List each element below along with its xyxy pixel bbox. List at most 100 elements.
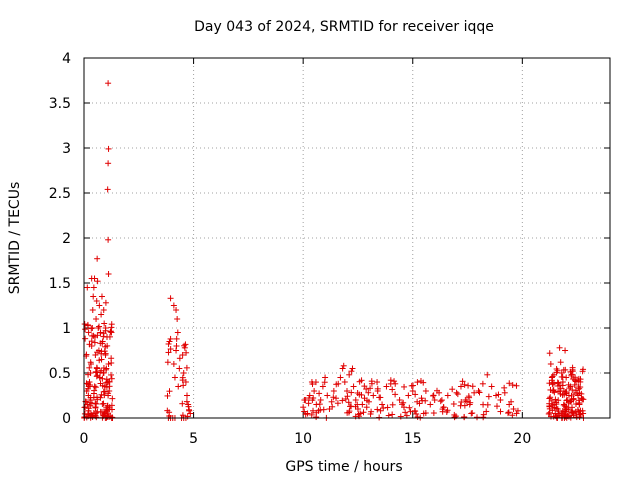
data-point bbox=[412, 391, 419, 398]
data-point bbox=[469, 410, 476, 417]
data-point bbox=[100, 330, 107, 337]
data-point bbox=[413, 410, 420, 417]
data-point bbox=[84, 284, 91, 291]
data-point bbox=[549, 381, 556, 388]
x-tick-label: 15 bbox=[404, 431, 422, 447]
data-point bbox=[88, 275, 95, 282]
y-tick-label: 3 bbox=[62, 141, 71, 157]
data-point bbox=[317, 397, 324, 403]
data-point bbox=[444, 392, 451, 399]
data-point bbox=[570, 376, 577, 383]
data-point bbox=[389, 401, 396, 408]
data-point bbox=[82, 326, 89, 333]
data-point bbox=[92, 368, 99, 375]
data-point bbox=[484, 371, 491, 378]
chart-title: Day 043 of 2024, SRMTID for receiver iqq… bbox=[194, 19, 494, 35]
data-point bbox=[94, 332, 101, 339]
data-point bbox=[439, 408, 446, 415]
data-point bbox=[572, 401, 579, 408]
data-point bbox=[321, 379, 328, 386]
data-point bbox=[401, 383, 408, 390]
data-point bbox=[309, 381, 316, 388]
data-point bbox=[509, 412, 516, 419]
data-point bbox=[89, 307, 96, 313]
data-point bbox=[87, 394, 94, 401]
data-point bbox=[179, 400, 186, 407]
data-point bbox=[546, 395, 553, 402]
data-point bbox=[109, 414, 116, 421]
data-point bbox=[514, 407, 521, 414]
data-point bbox=[400, 399, 407, 406]
data-point bbox=[358, 391, 365, 398]
data-point bbox=[102, 343, 109, 350]
data-point bbox=[183, 398, 190, 405]
data-point bbox=[553, 366, 560, 373]
data-point bbox=[340, 362, 347, 369]
data-point bbox=[509, 382, 516, 389]
data-point bbox=[552, 396, 559, 403]
data-point bbox=[414, 413, 421, 420]
data-point bbox=[548, 377, 555, 384]
data-point bbox=[179, 374, 186, 381]
data-point bbox=[100, 307, 107, 313]
data-point bbox=[173, 307, 180, 313]
data-point bbox=[90, 293, 97, 300]
data-point bbox=[510, 406, 517, 412]
data-point bbox=[475, 388, 482, 394]
y-tick-label: 4 bbox=[62, 51, 71, 67]
data-point bbox=[179, 412, 186, 419]
data-point bbox=[430, 410, 437, 417]
data-point bbox=[554, 379, 561, 386]
data-point bbox=[167, 346, 174, 353]
data-point bbox=[312, 379, 319, 386]
data-point bbox=[81, 404, 88, 411]
data-point bbox=[513, 410, 520, 417]
data-point bbox=[94, 349, 101, 356]
data-point bbox=[93, 410, 100, 417]
data-point bbox=[374, 406, 381, 413]
data-point bbox=[319, 383, 326, 390]
data-point bbox=[300, 404, 307, 411]
data-point bbox=[427, 401, 434, 408]
data-point bbox=[480, 411, 487, 418]
data-point bbox=[396, 397, 403, 403]
data-point bbox=[494, 403, 501, 410]
data-point bbox=[101, 320, 108, 327]
data-point bbox=[497, 397, 504, 403]
data-point bbox=[176, 355, 183, 362]
data-point bbox=[97, 369, 104, 376]
data-point bbox=[474, 414, 481, 421]
data-point bbox=[440, 404, 447, 411]
data-point bbox=[87, 410, 94, 417]
data-point bbox=[355, 411, 362, 418]
data-point bbox=[453, 389, 460, 396]
data-point bbox=[184, 392, 191, 399]
x-tick-label: 20 bbox=[513, 431, 531, 447]
data-point bbox=[553, 399, 560, 406]
data-point bbox=[406, 404, 413, 411]
data-point bbox=[311, 388, 318, 394]
data-point bbox=[429, 392, 436, 399]
data-point bbox=[341, 379, 348, 385]
data-point bbox=[107, 328, 114, 335]
data-point bbox=[180, 370, 187, 376]
data-point bbox=[569, 409, 576, 416]
data-point bbox=[579, 396, 586, 403]
data-point bbox=[392, 391, 399, 398]
data-point bbox=[346, 403, 353, 410]
data-point bbox=[170, 302, 177, 309]
data-point bbox=[562, 411, 569, 418]
data-point bbox=[165, 349, 172, 356]
data-point bbox=[91, 339, 98, 346]
data-point bbox=[105, 271, 112, 277]
data-point bbox=[565, 381, 572, 388]
data-point bbox=[108, 355, 115, 362]
data-point bbox=[103, 404, 110, 411]
data-point bbox=[102, 350, 109, 357]
data-point bbox=[98, 293, 105, 300]
data-point bbox=[87, 359, 94, 366]
data-point bbox=[380, 405, 387, 412]
data-point bbox=[105, 361, 112, 367]
data-point bbox=[167, 295, 174, 302]
